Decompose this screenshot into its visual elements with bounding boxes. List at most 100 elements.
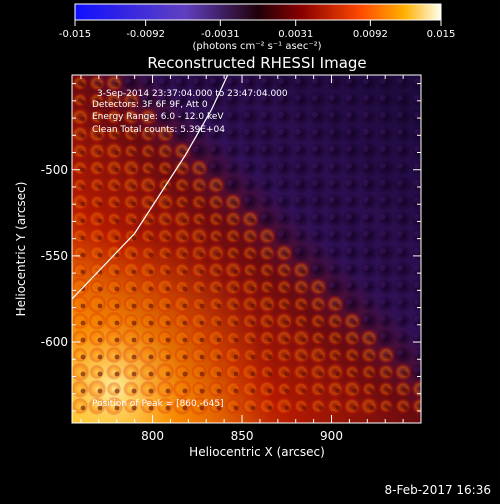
emission-hole [80,388,86,394]
background-speckle [171,123,193,145]
emission-blob [138,175,158,195]
background-speckle [240,141,260,161]
emission-hole [97,320,103,326]
emission-hole [301,320,307,326]
emission-blob [359,328,379,348]
colorbar-gradient [74,3,442,21]
x-tick-label: 850 [231,429,254,443]
emission-blob [157,347,173,363]
background-speckle [359,158,379,178]
emission-hole [318,354,324,360]
background-speckle [412,177,421,193]
background-speckle [344,109,360,125]
background-speckle [172,75,192,93]
background-speckle-light [193,95,199,101]
background-speckle-light [312,112,318,118]
emission-hole [352,320,358,326]
background-speckle [409,191,421,213]
emission-blob [88,176,106,194]
background-speckle [308,192,328,212]
background-speckle [410,226,421,246]
emission-blob [309,397,327,415]
background-speckle [361,211,377,227]
emission-blob [274,396,294,416]
background-speckle-light [278,78,284,84]
emission-blob [342,396,362,416]
background-speckle-light [363,248,369,254]
colorbar-tick-label: 0.0092 [353,29,388,40]
emission-hole [131,133,137,139]
background-speckle [275,193,293,211]
emission-hole [165,269,171,275]
emission-hole [148,252,154,258]
emission-hole [97,371,103,377]
emission-blob [139,227,157,245]
emission-blob [174,364,190,380]
emission-blob [155,294,175,314]
background-speckle-light [346,146,352,152]
emission-hole [148,269,154,275]
emission-blob [155,124,175,144]
background-speckle-light [142,78,148,84]
emission-hole [267,320,273,326]
emission-hole [131,167,137,173]
background-speckle-light [363,112,369,118]
emission-blob [327,347,343,363]
background-speckle-light [278,180,284,186]
background-speckle [341,208,363,230]
emission-hole [233,286,239,292]
emission-hole [97,184,103,190]
emission-hole [131,184,137,190]
emission-blob [190,363,208,381]
emission-hole [335,405,341,411]
background-speckle [358,140,380,162]
emission-hole [80,286,86,292]
annotation-clean: Clean Total counts: 5.39E+04 [92,125,225,135]
emission-hole [97,252,103,258]
emission-hole [114,99,120,105]
emission-blob [72,142,89,160]
background-speckle-light [329,214,335,220]
colorbar-tick-label: -0.015 [59,29,91,40]
emission-blob [206,328,226,348]
background-speckle [377,295,395,313]
emission-hole [131,252,137,258]
emission-blob [225,245,241,261]
background-speckle-light [261,78,267,84]
emission-blob [224,380,242,398]
background-speckle-light [278,95,284,101]
background-speckle-light [312,248,318,254]
emission-hole [318,371,324,377]
background-speckle [393,294,413,314]
emission-blob [87,294,107,314]
emission-hole [216,388,222,394]
background-speckle-light [397,299,403,305]
background-speckle-light [329,95,335,101]
background-speckle-light [346,231,352,237]
background-speckle [377,125,395,143]
emission-blob [224,397,242,415]
emission-blob [410,379,421,399]
emission-blob [72,177,88,193]
background-speckle [343,91,361,109]
background-speckle [257,75,277,93]
emission-hole [267,371,273,377]
background-speckle [359,243,379,263]
emission-blob [88,159,106,177]
emission-blob [105,261,123,279]
background-speckle [120,75,142,94]
emission-hole [199,371,205,377]
background-speckle [310,75,326,91]
plot-area [71,74,422,424]
background-speckle [291,90,311,110]
emission-blob [257,311,277,331]
background-speckle-light [278,214,284,220]
background-speckle [257,141,277,161]
background-speckle-light [176,95,182,101]
background-speckle [274,75,294,93]
background-speckle [290,242,312,264]
background-speckle-light [363,78,369,84]
emission-blob [224,295,242,313]
emission-hole [97,235,103,241]
emission-hole [114,116,120,122]
